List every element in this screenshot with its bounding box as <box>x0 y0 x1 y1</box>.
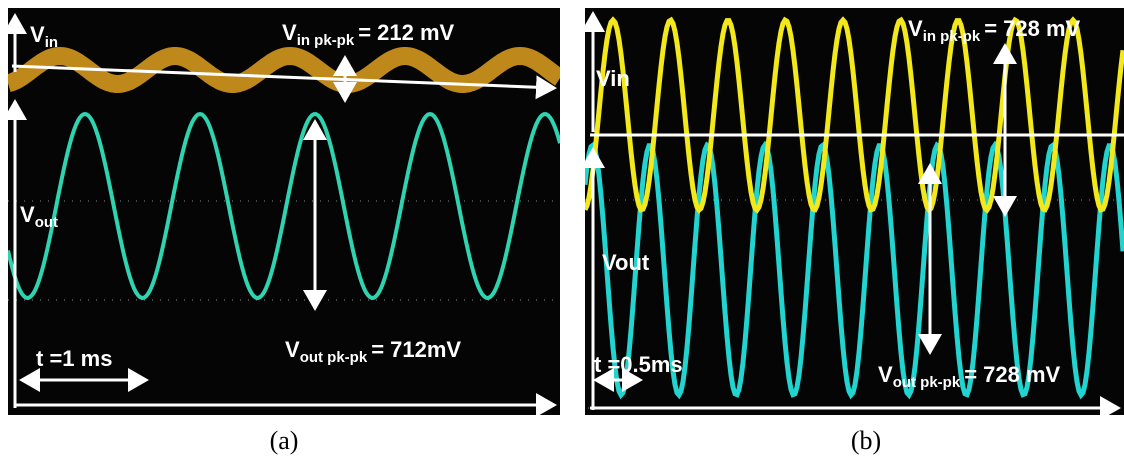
figure: Vin Vin pk-pk= 212 mV Vout Vout pk-pk= 7… <box>0 0 1124 459</box>
caption: (b) <box>851 426 881 455</box>
time-scale: t =0.5ms <box>594 352 683 377</box>
caption: (a) <box>270 426 299 455</box>
vin-label: Vin <box>596 66 630 91</box>
vout-label: Vout <box>602 250 650 275</box>
time-scale: t =1 ms <box>36 346 112 371</box>
